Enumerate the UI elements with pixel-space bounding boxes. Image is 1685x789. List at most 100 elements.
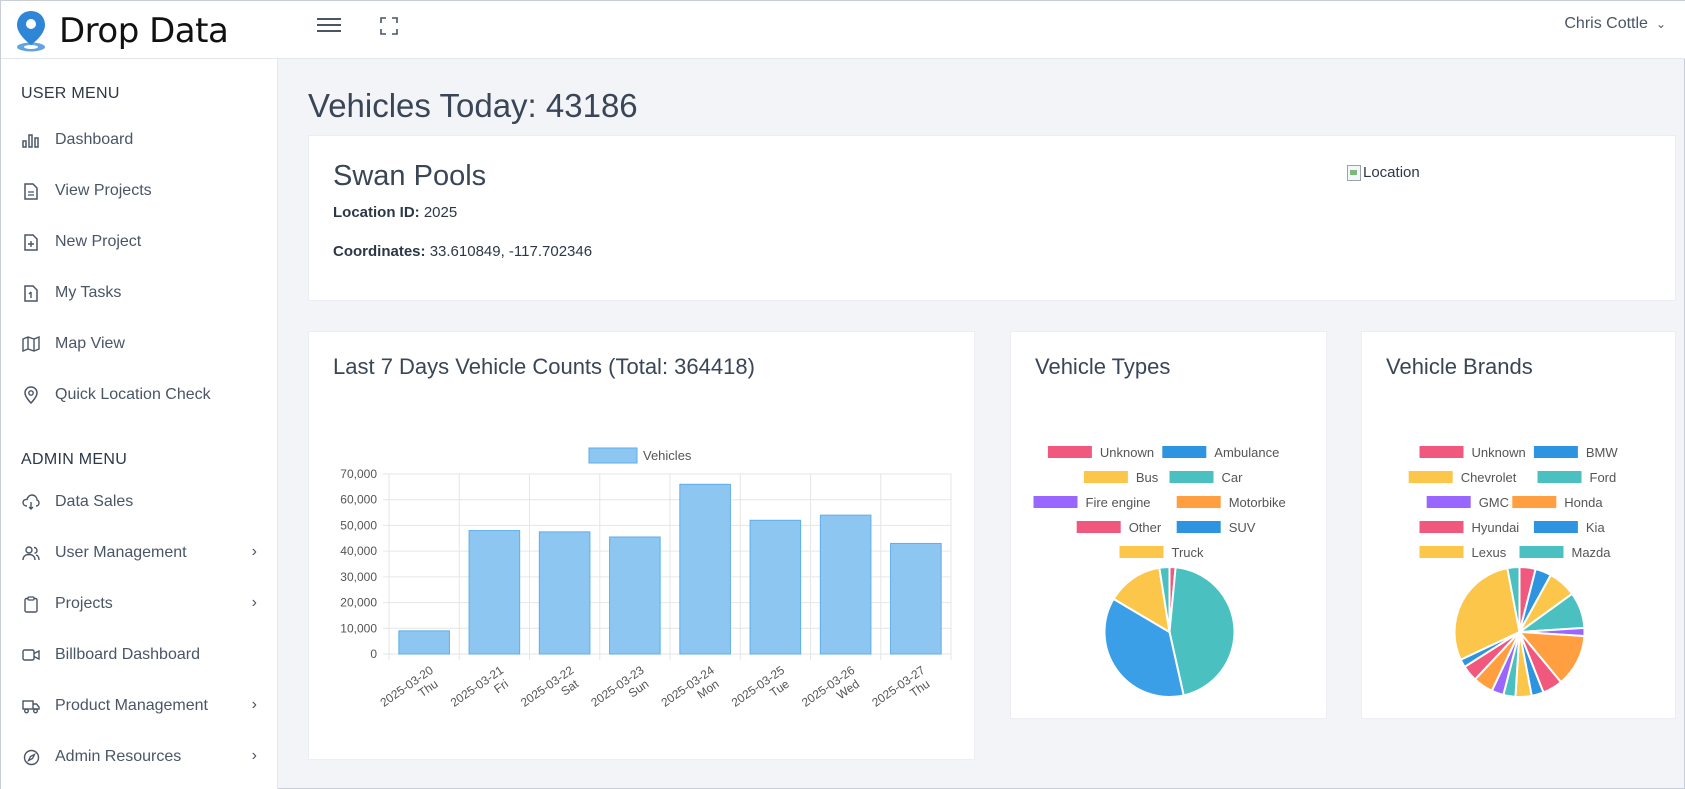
legend-label: GMC — [1479, 495, 1509, 510]
pie-slice — [1506, 565, 1521, 633]
chevron-down-icon: ⌄ — [1655, 17, 1666, 31]
sidebar-item-billboard-dashboard[interactable]: Billboard Dashboard — [21, 640, 261, 670]
legend-swatch — [588, 447, 638, 464]
page-title: Vehicles Today: 43186 — [308, 87, 638, 124]
legend-label: Bus — [1136, 470, 1159, 485]
location-id-label: Location ID: — [333, 204, 420, 221]
legend-label: Lexus — [1472, 545, 1507, 560]
location-pin-logo-icon — [17, 11, 45, 52]
y-tick-label: 0 — [370, 647, 377, 661]
legend-label: Ambulance — [1214, 445, 1279, 460]
brand-logo[interactable]: Drop Data — [13, 9, 229, 53]
map-icon — [21, 334, 41, 354]
sidebar-item-user-management[interactable]: User Management › — [21, 538, 261, 568]
hamburger-menu-icon[interactable] — [317, 15, 341, 37]
sidebar-item-new-project[interactable]: New Project — [21, 227, 261, 257]
legend-label: Fire engine — [1086, 495, 1151, 510]
user-menu[interactable]: Chris Cottle ⌄ — [1564, 15, 1666, 33]
sidebar-item-product-management[interactable]: Product Management › — [21, 691, 261, 721]
vehicle-types-chart: Unknown Ambulance Bus Car Fire engine Motorbi… — [1033, 445, 1286, 698]
legend-label: Other — [1129, 520, 1162, 535]
sidebar-item-map-view[interactable]: Map View — [21, 329, 261, 359]
legend-label: Motorbike — [1229, 495, 1286, 510]
cloud-icon — [21, 492, 41, 512]
sidebar-item-label: Dashboard — [55, 131, 134, 148]
legend-label: SUV — [1229, 520, 1256, 535]
sidebar-item-admin-resources[interactable]: Admin Resources › — [21, 742, 261, 772]
legend-label: Unknown — [1100, 445, 1154, 460]
bar — [890, 542, 942, 655]
pie-slice — [1112, 566, 1171, 634]
legend-swatch — [1419, 546, 1464, 558]
location-id-value: 2025 — [423, 204, 458, 221]
legend-swatch — [1512, 496, 1557, 508]
bar-chart-icon — [21, 130, 41, 150]
y-tick-label: 70,000 — [340, 467, 377, 481]
chevron-right-icon: › — [251, 543, 257, 560]
brand-name: Drop Data — [59, 11, 229, 51]
location-pin-icon — [21, 385, 41, 405]
chevron-right-icon: › — [251, 594, 257, 611]
fullscreen-icon[interactable] — [379, 16, 399, 36]
sidebar-item-label: Projects — [55, 595, 113, 612]
legend-swatch — [1076, 521, 1121, 533]
sidebar-item-view-projects[interactable]: View Projects — [21, 176, 261, 206]
bar — [749, 519, 802, 655]
broken-image-icon — [1347, 164, 1361, 181]
pie-slice — [1158, 565, 1171, 633]
user-menu-heading: USER MENU — [21, 85, 120, 102]
legend-swatch — [1408, 471, 1453, 483]
coordinates-value: 33.610849, -117.702346 — [429, 243, 593, 260]
compass-icon — [21, 747, 41, 767]
legend-label: Car — [1222, 470, 1244, 485]
legend-label: Chevrolet — [1461, 470, 1517, 485]
legend-swatch — [1519, 546, 1564, 558]
location-image-alt: Location — [1363, 164, 1420, 181]
legend-label: Truck — [1172, 545, 1205, 560]
top-bar: Drop Data Chris Cottle ⌄ — [1, 1, 1685, 59]
clipboard-icon — [21, 594, 41, 614]
x-tick-day: Fri — [491, 677, 510, 696]
legend-label: Honda — [1564, 495, 1603, 510]
location-card: Swan Pools Location ID: 2025 Coordinates… — [308, 135, 1676, 301]
truck-icon — [21, 696, 41, 716]
legend-swatch — [1047, 446, 1092, 458]
location-id: Location ID: 2025 — [333, 204, 457, 221]
bar — [679, 483, 731, 655]
sidebar-item-data-sales[interactable]: Data Sales — [21, 487, 261, 517]
legend-label: BMW — [1586, 445, 1619, 460]
pie-slice — [1103, 597, 1185, 698]
legend-label: Unknown — [1472, 445, 1526, 460]
sidebar-item-label: View Projects — [55, 182, 152, 199]
y-tick-label: 20,000 — [340, 596, 377, 610]
legend-label: Vehicles — [643, 448, 692, 463]
document-icon — [21, 181, 41, 201]
sidebar-item-label: Product Management — [55, 697, 208, 714]
sidebar-item-label: User Management — [55, 544, 187, 561]
legend-swatch — [1419, 446, 1464, 458]
bar — [538, 531, 591, 655]
vehicle-counts-title: Last 7 Days Vehicle Counts (Total: 36441… — [333, 354, 755, 379]
sidebar: USER MENU Dashboard View Projects New Pr… — [1, 59, 278, 789]
legend-swatch — [1119, 546, 1164, 558]
y-tick-label: 30,000 — [340, 570, 377, 584]
users-icon — [21, 543, 41, 563]
location-coordinates: Coordinates: 33.610849, -117.702346 — [333, 243, 592, 260]
y-tick-label: 60,000 — [340, 493, 377, 507]
legend-swatch — [1176, 496, 1221, 508]
pie-slice — [1168, 566, 1236, 697]
sidebar-item-my-tasks[interactable]: My Tasks — [21, 278, 261, 308]
sidebar-item-label: My Tasks — [55, 284, 122, 301]
sidebar-item-quick-location-check[interactable]: Quick Location Check — [21, 380, 261, 410]
sidebar-item-dashboard[interactable]: Dashboard — [21, 125, 261, 155]
chevron-right-icon: › — [251, 696, 257, 713]
video-icon — [21, 645, 41, 665]
vehicle-brands-card: Vehicle Brands Unknown BMW Chevrolet Ford GM… — [1361, 331, 1676, 719]
location-name: Swan Pools — [333, 160, 487, 192]
sidebar-item-label: New Project — [55, 233, 142, 250]
sidebar-item-projects[interactable]: Projects › — [21, 589, 261, 619]
y-tick-label: 10,000 — [340, 621, 377, 635]
